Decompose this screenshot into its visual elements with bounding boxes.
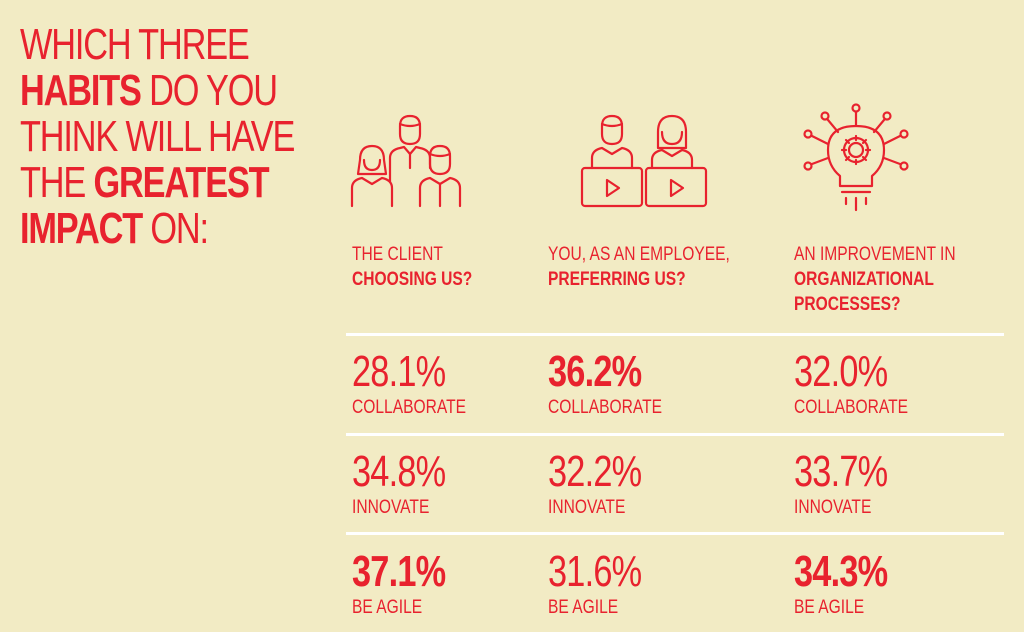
headline-emphasis-habits: HABITS xyxy=(20,66,142,115)
stat-label: COLLABORATE xyxy=(794,397,909,418)
headline-line-4: THE GREATEST xyxy=(20,158,270,207)
stat-value: 37.1% xyxy=(352,547,446,596)
headline-line-2-rest: DO YOU xyxy=(140,66,278,115)
headline-emphasis-impact: IMPACT xyxy=(20,204,143,253)
lightbulb-gear-icon xyxy=(800,100,912,216)
video-call-icon xyxy=(580,112,708,208)
row-divider-1 xyxy=(346,333,1004,336)
question-client-line-1: THE CLIENT xyxy=(352,244,443,265)
stat-label: INNOVATE xyxy=(352,497,430,518)
stat-label: COLLABORATE xyxy=(352,397,467,418)
question-processes: AN IMPROVEMENT IN ORGANIZATIONAL PROCESS… xyxy=(794,242,983,317)
question-employee-line-2: PREFERRING US? xyxy=(548,269,686,290)
stat-label: INNOVATE xyxy=(794,497,872,518)
question-client-line-2: CHOOSING US? xyxy=(352,269,473,290)
stat-processes-agile: 34.3% BE AGILE xyxy=(794,550,914,619)
headline-line-1: WHICH THREE xyxy=(20,20,250,69)
stat-client-agile: 37.1% BE AGILE xyxy=(352,550,472,619)
headline-line-5-rest: ON: xyxy=(141,204,209,253)
stat-value: 28.1% xyxy=(352,347,446,396)
question-processes-line-1: AN IMPROVEMENT IN xyxy=(794,244,956,265)
stat-employee-innovate: 32.2% INNOVATE xyxy=(548,450,668,519)
stat-label: BE AGILE xyxy=(794,597,865,618)
stat-label: INNOVATE xyxy=(548,497,626,518)
question-employee: YOU, AS AN EMPLOYEE, PREFERRING US? xyxy=(548,242,737,292)
headline: WHICH THREE HABITS DO YOU THINK WILL HAV… xyxy=(20,20,295,252)
row-divider-2 xyxy=(346,433,1004,436)
headline-line-2: HABITS DO YOU xyxy=(20,66,278,115)
stat-value: 32.0% xyxy=(794,347,888,396)
stat-processes-innovate: 33.7% INNOVATE xyxy=(794,450,914,519)
headline-emphasis-greatest: GREATEST xyxy=(93,158,270,207)
headline-line-3: THINK WILL HAVE xyxy=(20,112,295,161)
question-processes-line-3: PROCESSES? xyxy=(794,294,901,315)
headline-line-4-pre: THE xyxy=(20,158,94,207)
people-group-icon xyxy=(346,112,468,210)
headline-line-5: IMPACT ON: xyxy=(20,206,254,252)
stat-employee-agile: 31.6% BE AGILE xyxy=(548,550,668,619)
stat-label: COLLABORATE xyxy=(548,397,663,418)
stat-value: 34.3% xyxy=(794,547,888,596)
stat-value: 36.2% xyxy=(548,347,642,396)
stat-value: 32.2% xyxy=(548,447,642,496)
question-client: THE CLIENT CHOOSING US? xyxy=(352,242,541,292)
stat-value: 31.6% xyxy=(548,547,642,596)
stat-label: BE AGILE xyxy=(352,597,423,618)
stat-value: 34.8% xyxy=(352,447,446,496)
row-divider-3 xyxy=(346,532,1004,535)
stat-employee-collaborate: 36.2% COLLABORATE xyxy=(548,350,687,419)
stat-client-collaborate: 28.1% COLLABORATE xyxy=(352,350,491,419)
question-processes-line-2: ORGANIZATIONAL xyxy=(794,269,934,290)
stat-processes-collaborate: 32.0% COLLABORATE xyxy=(794,350,933,419)
stat-client-innovate: 34.8% INNOVATE xyxy=(352,450,472,519)
question-employee-line-1: YOU, AS AN EMPLOYEE, xyxy=(548,244,730,265)
stat-label: BE AGILE xyxy=(548,597,619,618)
stat-value: 33.7% xyxy=(794,447,888,496)
